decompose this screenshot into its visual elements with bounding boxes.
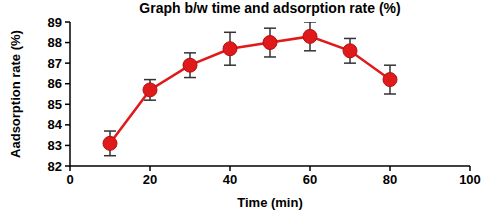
y-axis-label: Aadsorption rate (%) [8, 30, 23, 158]
y-tick-label: 87 [48, 56, 62, 71]
x-axis-label: Time (min) [237, 195, 303, 210]
plot-area [103, 22, 397, 156]
error-bar [384, 65, 396, 94]
y-tick-label: 82 [48, 159, 62, 174]
line [110, 36, 390, 143]
x-tick-label: 0 [66, 172, 73, 187]
error-bar [304, 22, 316, 51]
error-bar [184, 53, 196, 78]
y-tick-label: 89 [48, 15, 62, 30]
x-tick-label: 60 [303, 172, 317, 187]
error-bar [144, 80, 156, 101]
error-bar [264, 28, 276, 57]
error-bar [224, 32, 236, 65]
marker [223, 42, 237, 56]
marker [103, 136, 117, 150]
y-tick [65, 104, 70, 106]
marker [303, 29, 317, 43]
y-tick [65, 21, 70, 23]
error-bar [344, 38, 356, 63]
y-tick [65, 145, 70, 147]
y-tick [65, 42, 70, 44]
x-tick [309, 166, 311, 171]
error-bar [104, 131, 116, 156]
title: Graph b/w time and adsorption rate (%) [139, 0, 400, 16]
marker [263, 36, 277, 50]
x-tick-label: 40 [223, 172, 237, 187]
y-tick [65, 83, 70, 85]
y-tick [65, 62, 70, 64]
x-tick-label: 100 [459, 172, 481, 187]
marker [143, 83, 157, 97]
y-tick-label: 83 [48, 138, 62, 153]
y-tick-label: 85 [48, 97, 62, 112]
x-tick [149, 166, 151, 171]
x-tick [469, 166, 471, 171]
x-tick [229, 166, 231, 171]
x-tick [69, 166, 71, 171]
x-tick-label: 20 [143, 172, 157, 187]
y-tick-label: 86 [48, 76, 62, 91]
marker [183, 58, 197, 72]
x-axis [70, 165, 470, 167]
y-tick [65, 124, 70, 126]
x-tick-label: 80 [383, 172, 397, 187]
y-axis [69, 22, 71, 166]
marker [343, 44, 357, 58]
y-tick-label: 84 [48, 117, 63, 132]
marker [383, 73, 397, 87]
chart: Graph b/w time and adsorption rate (%) 82… [0, 0, 496, 214]
y-tick-label: 88 [48, 35, 62, 50]
x-tick [389, 166, 391, 171]
